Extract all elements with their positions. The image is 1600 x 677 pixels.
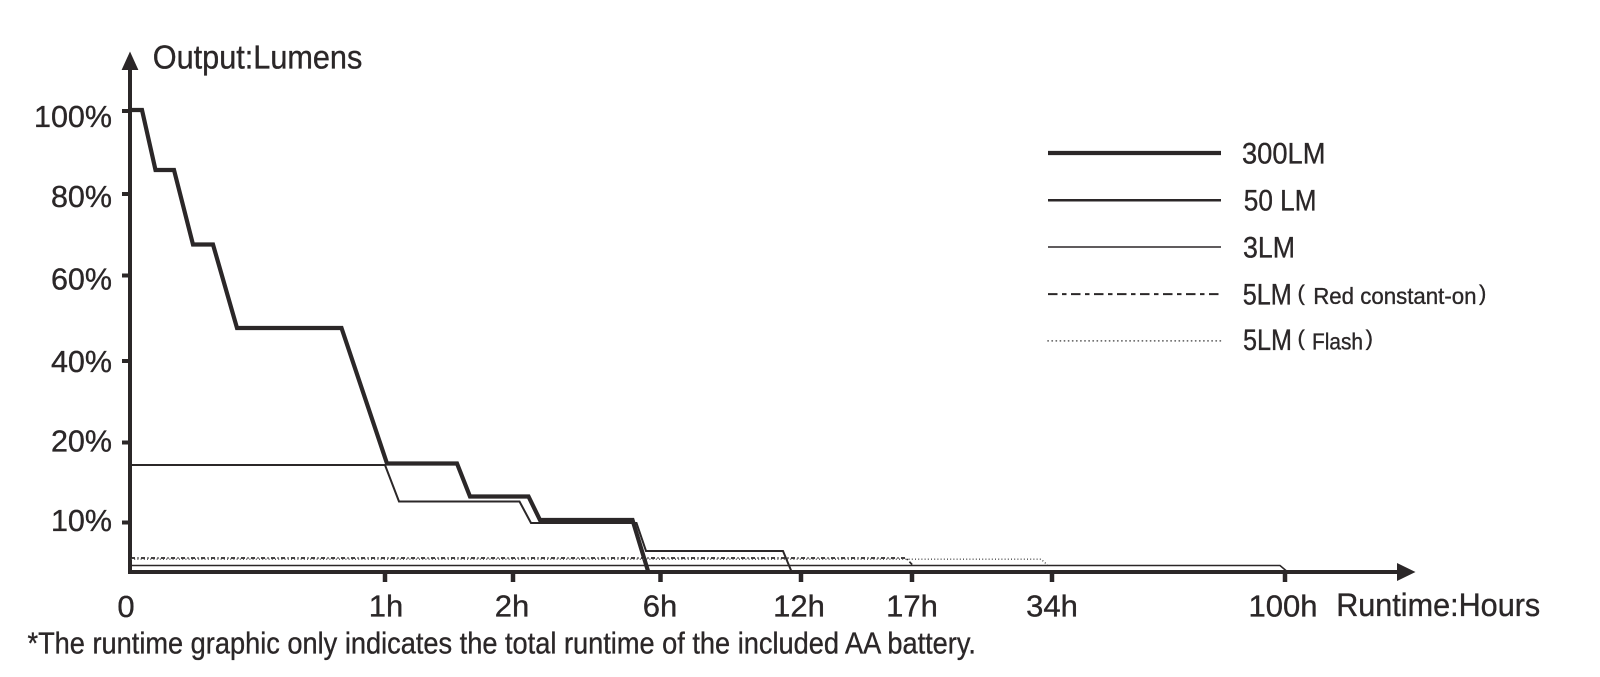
svg-text:0: 0	[117, 589, 134, 624]
svg-text:(: (	[1298, 281, 1306, 306]
svg-text:6h: 6h	[643, 589, 677, 624]
svg-text:20%: 20%	[51, 425, 112, 459]
svg-text:(: (	[1298, 326, 1306, 351]
svg-text:): )	[1479, 281, 1486, 306]
svg-text:Flash: Flash	[1312, 329, 1363, 355]
svg-text:Runtime:Hours: Runtime:Hours	[1336, 587, 1540, 623]
svg-text:10%: 10%	[51, 504, 112, 538]
svg-text:300LM: 300LM	[1242, 138, 1326, 171]
svg-text:100h: 100h	[1249, 589, 1318, 624]
svg-text:*The runtime graphic only indi: *The runtime graphic only indicates the …	[28, 625, 977, 660]
svg-text:34h: 34h	[1026, 589, 1078, 624]
svg-text:5LM: 5LM	[1243, 324, 1292, 357]
svg-text:80%: 80%	[51, 180, 112, 214]
svg-text:17h: 17h	[886, 589, 938, 624]
svg-text:3LM: 3LM	[1243, 232, 1295, 265]
svg-text:5LM: 5LM	[1243, 279, 1292, 312]
svg-text:100%: 100%	[34, 100, 112, 134]
svg-text:): )	[1366, 326, 1373, 351]
svg-text:1h: 1h	[369, 589, 403, 624]
svg-text:2h: 2h	[495, 589, 529, 624]
svg-text:60%: 60%	[51, 262, 112, 296]
svg-text:40%: 40%	[51, 345, 112, 379]
svg-text:50 LM: 50 LM	[1244, 185, 1317, 218]
svg-text:Output:Lumens: Output:Lumens	[153, 38, 362, 75]
svg-text:Red constant-on: Red constant-on	[1313, 283, 1476, 309]
svg-text:12h: 12h	[773, 589, 825, 624]
